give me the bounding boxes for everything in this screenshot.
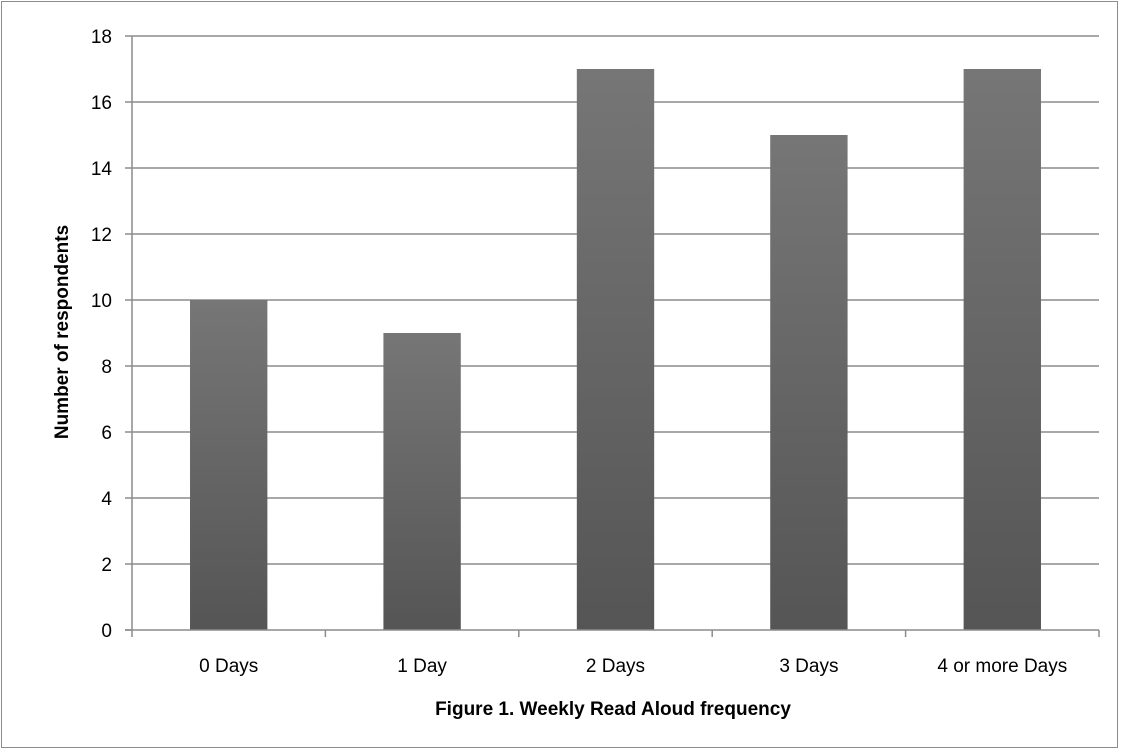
x-tick-label: 0 Days <box>199 656 258 677</box>
bar-4-or-more-days <box>963 69 1041 630</box>
y-tick-label: 10 <box>91 291 112 312</box>
x-tick-label: 2 Days <box>586 656 645 677</box>
y-tick-label: 8 <box>101 357 112 378</box>
y-tick-label: 14 <box>91 159 113 180</box>
y-tick-label: 0 <box>101 621 112 642</box>
y-tick-label: 6 <box>101 423 112 444</box>
bar-2-days <box>576 69 655 630</box>
bar-3-days <box>770 135 848 630</box>
y-axis-title: Number of respondents <box>52 225 73 439</box>
y-tick-label: 16 <box>91 93 112 114</box>
y-tick-label: 18 <box>91 27 112 48</box>
y-tick-labels: 0 2 4 6 8 10 12 14 16 18 <box>91 27 113 642</box>
x-tick-labels: 0 Days 1 Day 2 Days 3 Days 4 or more Days <box>199 656 1067 677</box>
y-tick-label: 4 <box>101 489 112 510</box>
x-tick-label: 3 Days <box>779 656 838 677</box>
bars <box>190 69 1041 630</box>
x-tick-label: 1 Day <box>397 656 447 677</box>
y-tick-label: 12 <box>91 225 112 246</box>
x-tick-label: 4 or more Days <box>937 656 1067 677</box>
axes <box>125 36 1100 637</box>
y-tick-label: 2 <box>101 555 112 576</box>
x-axis-title: Figure 1. Weekly Read Aloud frequency <box>435 699 791 720</box>
bar-1-day <box>383 333 461 630</box>
bar-0-days <box>190 300 268 630</box>
